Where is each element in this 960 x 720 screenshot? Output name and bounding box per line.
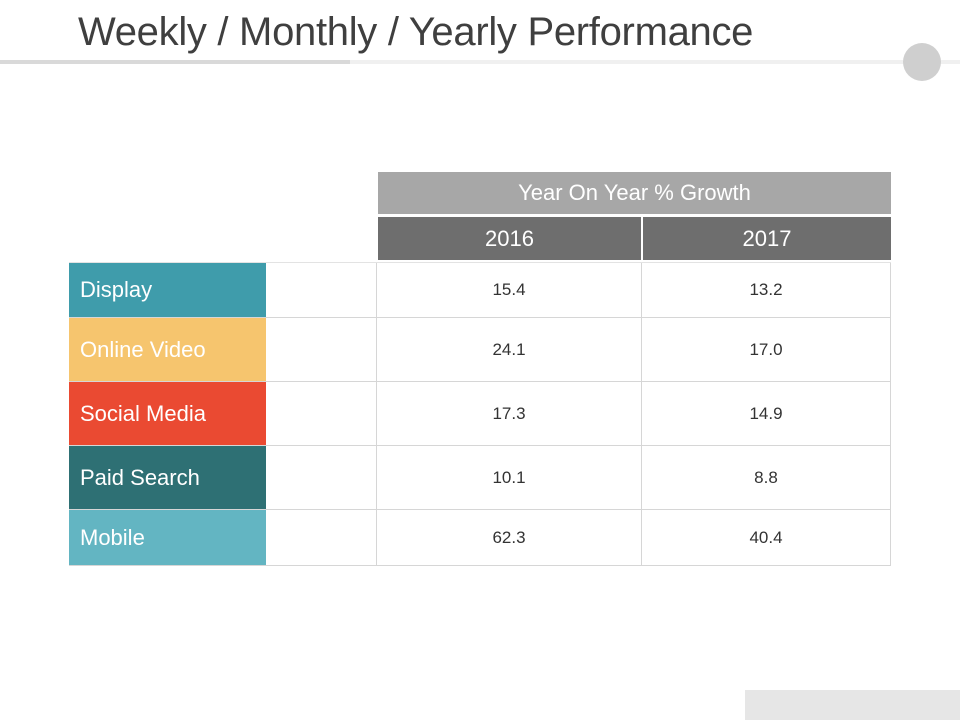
- cell-online-video-2016: 24.1: [377, 318, 642, 381]
- table-row-paid-search: Paid Search 10.1 8.8: [69, 446, 891, 510]
- group-header-growth: Year On Year % Growth: [378, 172, 891, 214]
- row-label-social-media: Social Media: [69, 382, 266, 445]
- cell-mobile-2017: 40.4: [642, 510, 891, 565]
- cell-social-media-2016: 17.3: [377, 382, 642, 445]
- title-underline-extension: [350, 60, 960, 64]
- column-header-2016: 2016: [378, 217, 641, 260]
- table-row-mobile: Mobile 62.3 40.4: [69, 510, 891, 566]
- cell-display-2017: 13.2: [642, 263, 891, 317]
- table-row-social-media: Social Media 17.3 14.9: [69, 382, 891, 446]
- title-underline: [0, 60, 350, 64]
- row-label-paid-search: Paid Search: [69, 446, 266, 509]
- table-row-display: Display 15.4 13.2: [69, 262, 891, 318]
- column-header-2017: 2017: [643, 217, 891, 260]
- cell-display-2016: 15.4: [377, 263, 642, 317]
- cell-social-media-2017: 14.9: [642, 382, 891, 445]
- decorative-circle: [903, 43, 941, 81]
- cell-paid-search-2017: 8.8: [642, 446, 891, 509]
- cell-online-video-2017: 17.0: [642, 318, 891, 381]
- growth-table: Display 15.4 13.2 Online Video 24.1 17.0…: [69, 262, 891, 566]
- cell-mobile-2016: 62.3: [377, 510, 642, 565]
- table-row-online-video: Online Video 24.1 17.0: [69, 318, 891, 382]
- row-label-online-video: Online Video: [69, 318, 266, 381]
- row-label-mobile: Mobile: [69, 510, 266, 565]
- slide-title: Weekly / Monthly / Yearly Performance: [78, 10, 754, 54]
- footer-bar: [745, 690, 960, 720]
- cell-paid-search-2016: 10.1: [377, 446, 642, 509]
- row-label-display: Display: [69, 263, 266, 317]
